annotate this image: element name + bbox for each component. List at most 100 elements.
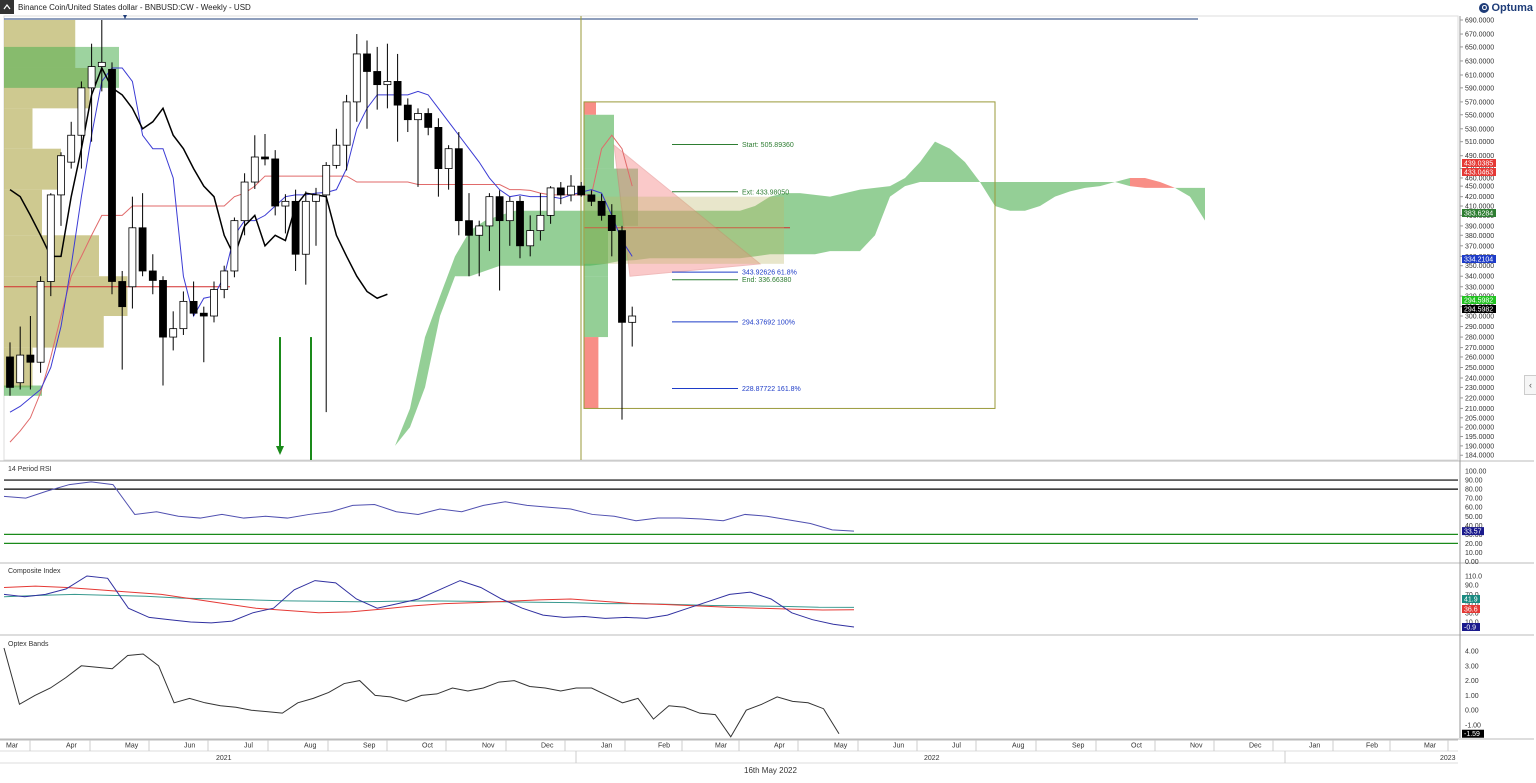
optuma-logo-text: Optuma [1491, 2, 1533, 14]
kumo-cloud-segment [350, 452, 365, 456]
candle-body [495, 196, 504, 222]
kumo-cloud-segment [710, 210, 725, 259]
candle-body [118, 281, 127, 308]
price-badge-label: 439.0385 [1464, 161, 1493, 168]
candle-body [465, 220, 473, 236]
y-axis-tick-label: 330.0000 [1465, 284, 1494, 291]
candle-body [526, 230, 535, 247]
candle-body [210, 289, 218, 317]
composite-slow-ma-line [3, 585, 855, 614]
candle-body [26, 354, 35, 363]
x-axis-year-label: 2021 [216, 755, 232, 762]
kumo-cloud-segment [575, 210, 590, 266]
rsi-badge [1462, 527, 1484, 536]
candle-body [271, 158, 280, 207]
x-axis-month-label: Apr [66, 743, 78, 750]
x-axis-month-label: Nov [1190, 743, 1203, 750]
y-axis-tick-label: 260.0000 [1465, 354, 1494, 361]
candle-body [352, 53, 361, 103]
side-panel-toggle[interactable]: ‹ [1524, 375, 1536, 395]
x-axis-month-label: Apr [774, 743, 786, 750]
composite-tick-label: 110.0 [1465, 574, 1482, 581]
price-badge [1462, 255, 1496, 263]
top-marker-icon [123, 15, 127, 19]
candle-body [485, 196, 494, 227]
fib-618-label: 343.92626 61.8% [742, 270, 797, 277]
kumo-cloud-segment [1040, 182, 1055, 207]
y-axis-tick-label: 450.0000 [1465, 184, 1494, 191]
volume-profile-bar [4, 108, 33, 149]
kumo-cloud-segment [935, 141, 950, 183]
kumo-cloud-segment [965, 162, 980, 183]
candle-body [281, 200, 290, 207]
candle-body [97, 61, 106, 67]
candle-body [57, 155, 65, 196]
candle-body [250, 156, 259, 183]
kumo-cloud-segment [1115, 177, 1130, 187]
y-axis-tick-label: 205.0000 [1465, 415, 1494, 422]
kumo-cloud-segment [1175, 187, 1190, 197]
optex-tick-label: 0.00 [1465, 708, 1479, 715]
tenkan-sen-line [9, 67, 633, 413]
price-badge [1462, 296, 1496, 304]
y-axis-tick-label: 270.0000 [1465, 345, 1494, 352]
x-axis-month-label: Jun [893, 743, 904, 750]
y-axis-tick-label: 630.0000 [1465, 58, 1494, 65]
rsi-tick-label: 20.00 [1465, 541, 1483, 548]
kumo-cloud-segment [725, 210, 740, 259]
candle-body [322, 164, 331, 196]
x-axis-month-label: Dec [1249, 743, 1262, 750]
optex-tick-label: 2.00 [1465, 678, 1479, 685]
kumo-cloud-segment [695, 210, 710, 259]
candle-body [159, 280, 167, 338]
optuma-logo: O Optuma [1479, 2, 1533, 14]
candle-body [128, 227, 137, 288]
composite-fast-ma-line [3, 593, 855, 608]
chikou-span-line [9, 66, 388, 300]
kumo-cloud-segment [1055, 182, 1070, 197]
candle-body [46, 194, 55, 282]
kumo-cloud-segment [1100, 182, 1115, 187]
y-axis-tick-label: 350.0000 [1465, 263, 1494, 270]
rsi-badge-label: 33.57 [1464, 529, 1482, 536]
x-axis-month-label: Jul [244, 743, 253, 750]
down-arrow-icon [276, 446, 284, 455]
candle-body [169, 328, 178, 338]
x-axis-month-label: Dec [541, 743, 554, 750]
kumo-cloud-segment [680, 210, 695, 259]
chart-menu-button[interactable] [0, 0, 14, 14]
kumo-cloud-segment [950, 148, 965, 183]
y-axis-tick-label: 220.0000 [1465, 395, 1494, 402]
y-axis-tick-label: 410.0000 [1465, 204, 1494, 211]
x-axis-month-label: Sep [1072, 743, 1085, 750]
x-axis-month-label: Jun [184, 743, 195, 750]
x-axis-month-label: Mar [6, 743, 19, 750]
candle-body [434, 127, 443, 169]
kumo-cloud-segment [545, 210, 560, 266]
y-axis-tick-label: 184.0000 [1465, 453, 1494, 460]
volume-profile-bar [4, 148, 61, 190]
kumo-cloud-segment [560, 210, 575, 266]
chevron-left-icon: ‹ [1529, 380, 1532, 390]
kumo-cloud-segment [1085, 182, 1100, 188]
candle-body [108, 68, 116, 282]
candle-body [556, 187, 565, 196]
y-axis-tick-label: 550.0000 [1465, 112, 1494, 119]
rsi-panel-title: 14 Period RSI [8, 466, 52, 473]
fib-end-label: End: 336.66380 [742, 277, 792, 284]
x-axis-month-label: Aug [304, 743, 317, 750]
candle-body [77, 87, 86, 136]
candle-body [454, 148, 463, 222]
candle-body [475, 225, 484, 236]
kumo-cloud-segment [905, 162, 920, 187]
candle-body [189, 300, 198, 314]
y-axis-tick-label: 610.0000 [1465, 72, 1494, 79]
candle-body [516, 200, 524, 247]
composite-badge-label: 36.6 [1464, 607, 1478, 614]
composite-badge [1462, 605, 1480, 613]
y-axis-tick-label: 380.0000 [1465, 233, 1494, 240]
candle-body [628, 315, 637, 323]
y-axis-tick-label: 670.0000 [1465, 32, 1494, 39]
